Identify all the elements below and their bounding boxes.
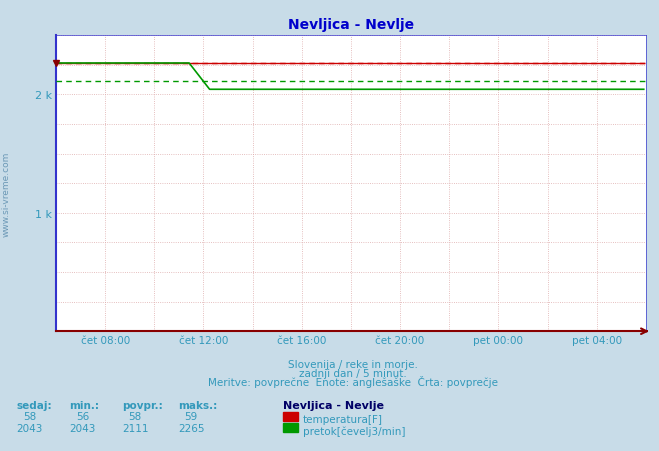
- Text: 2043: 2043: [69, 423, 96, 433]
- Text: 59: 59: [185, 411, 198, 421]
- Text: povpr.:: povpr.:: [122, 400, 163, 410]
- Text: maks.:: maks.:: [178, 400, 217, 410]
- Text: zadnji dan / 5 minut.: zadnji dan / 5 minut.: [299, 368, 407, 378]
- Text: 2043: 2043: [16, 423, 43, 433]
- Text: pretok[čevelj3/min]: pretok[čevelj3/min]: [303, 425, 406, 436]
- Text: 2111: 2111: [122, 423, 148, 433]
- Text: min.:: min.:: [69, 400, 100, 410]
- Text: Nevljica - Nevlje: Nevljica - Nevlje: [283, 400, 384, 410]
- Text: 56: 56: [76, 411, 89, 421]
- Title: Nevljica - Nevlje: Nevljica - Nevlje: [288, 18, 414, 32]
- Text: 58: 58: [23, 411, 36, 421]
- Text: 58: 58: [129, 411, 142, 421]
- Text: temperatura[F]: temperatura[F]: [303, 414, 383, 424]
- Text: 2265: 2265: [178, 423, 204, 433]
- Text: Meritve: povprečne  Enote: anglešaške  Črta: povprečje: Meritve: povprečne Enote: anglešaške Črt…: [208, 376, 498, 387]
- Text: www.si-vreme.com: www.si-vreme.com: [2, 152, 11, 236]
- Text: sedaj:: sedaj:: [16, 400, 52, 410]
- Text: Slovenija / reke in morje.: Slovenija / reke in morje.: [287, 359, 418, 369]
